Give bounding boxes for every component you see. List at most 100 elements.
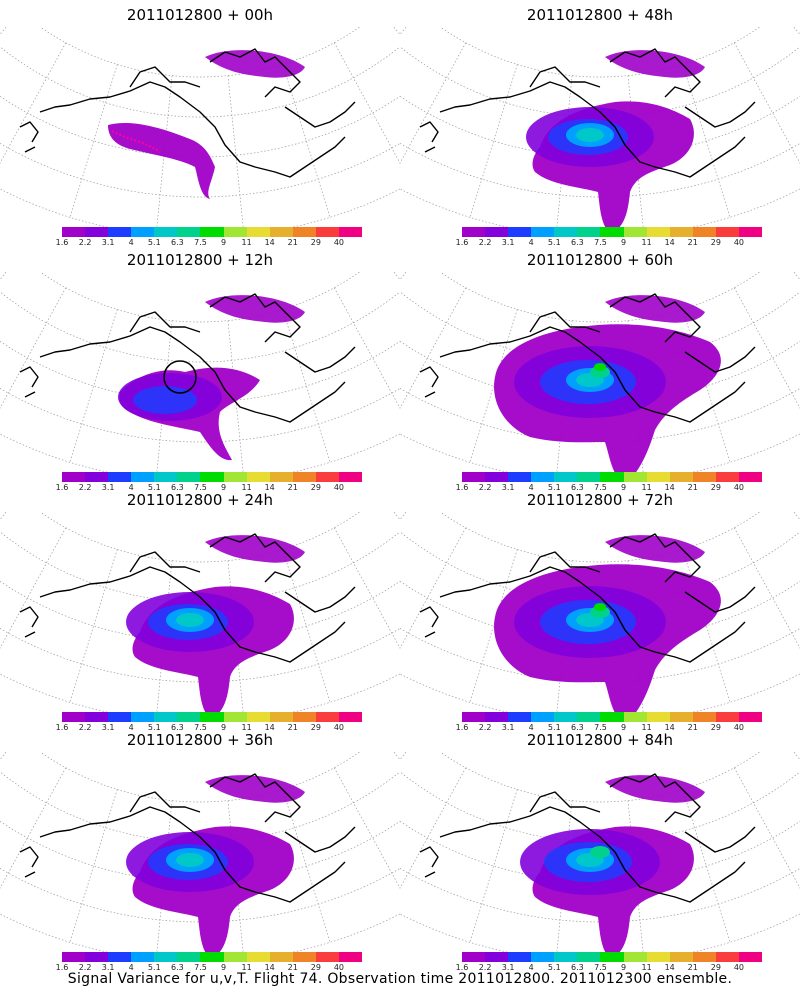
colorbar-tick-label: 9 <box>220 483 227 492</box>
colorbar-swatch <box>85 712 109 722</box>
colorbar-swatch <box>554 227 578 237</box>
colorbar-tick-label: 29 <box>310 238 321 247</box>
colorbar-tick-label: 11 <box>241 483 252 492</box>
colorbar-tick-label: 21 <box>687 963 698 972</box>
colorbar-swatch <box>577 227 601 237</box>
colorbar-tick-label: 7.5 <box>194 723 207 732</box>
colorbar-tick-label: 5.1 <box>147 238 161 247</box>
colorbar-tick-label: 2.2 <box>78 723 92 732</box>
colorbar-tick-label: 3.1 <box>101 238 115 247</box>
colorbar-swatch <box>131 952 155 962</box>
colorbar-tick-label: 5.1 <box>547 963 561 972</box>
colorbar-swatch <box>154 952 178 962</box>
colorbar-swatch <box>623 472 647 482</box>
colorbar-swatch <box>108 712 132 722</box>
colorbar-swatch <box>554 472 578 482</box>
colorbar-tick-label: 9 <box>620 238 627 247</box>
colorbar-tick-label: 7.5 <box>594 483 607 492</box>
colorbar-swatch <box>692 472 716 482</box>
colorbar-swatch <box>177 712 201 722</box>
colorbar-tick-label: 29 <box>710 963 721 972</box>
variance-field <box>118 295 305 461</box>
graticule <box>0 272 400 472</box>
colorbar-swatch <box>508 952 532 962</box>
polar-map <box>0 752 400 952</box>
colorbar-tick-label: 40 <box>733 963 745 972</box>
flight-track <box>111 130 161 153</box>
colorbar-swatch <box>131 227 155 237</box>
colorbar-tick-label: 40 <box>333 238 345 247</box>
colorbar-swatch <box>269 472 293 482</box>
colorbar-swatch <box>738 712 763 722</box>
colorbar-swatch <box>292 472 316 482</box>
forecast-panel-72h: 2011012800 + 72h 1.6 2.2 3.1 4 5.1 6.3 7.5 9 11 14… <box>400 490 800 735</box>
colorbar: 1.6 2.2 3.1 4 5.1 6.3 7.5 9 11 14 21 29 40 <box>456 472 763 496</box>
colorbar: 1.6 2.2 3.1 4 5.1 6.3 7.5 9 11 14 21 29 40 <box>456 712 763 736</box>
colorbar-swatch <box>85 952 109 962</box>
colorbar-tick-label: 5.1 <box>147 483 161 492</box>
colorbar-swatch <box>200 472 224 482</box>
colorbar-tick-label: 21 <box>287 238 298 247</box>
colorbar-swatch <box>600 472 624 482</box>
colorbar-tick-label: 4 <box>528 963 534 972</box>
colorbar-tick-label: 1.6 <box>455 963 469 972</box>
colorbar-swatch <box>738 952 763 962</box>
colorbar-tick-label: 1.6 <box>55 723 69 732</box>
colorbar-swatch <box>315 472 339 482</box>
colorbar-swatch <box>108 952 132 962</box>
colorbar-tick-label: 6.3 <box>571 238 584 247</box>
coastlines <box>419 533 756 663</box>
colorbar-swatch <box>223 712 247 722</box>
colorbar-swatch <box>246 712 270 722</box>
colorbar-tick-label: 3.1 <box>501 723 515 732</box>
colorbar-tick-label: 11 <box>641 483 652 492</box>
colorbar-swatch <box>508 472 532 482</box>
colorbar-tick-label: 2.2 <box>78 483 92 492</box>
colorbar-swatch <box>623 712 647 722</box>
colorbar-tick-label: 3.1 <box>101 723 115 732</box>
colorbar-swatch <box>338 712 363 722</box>
colorbar-tick-label: 40 <box>333 483 345 492</box>
colorbar-tick-label: 6.3 <box>571 723 584 732</box>
colorbar-tick-label: 29 <box>310 483 321 492</box>
colorbar-tick-label: 4 <box>128 723 134 732</box>
colorbar-swatch <box>200 227 224 237</box>
verification-region-circle <box>163 360 197 394</box>
colorbar-swatch <box>669 472 693 482</box>
colorbar-swatch <box>269 712 293 722</box>
colorbar-tick-label: 4 <box>528 238 534 247</box>
coastlines <box>19 533 356 663</box>
colorbar-swatch <box>600 227 624 237</box>
colorbar-swatch <box>338 227 363 237</box>
colorbar-swatch <box>646 952 670 962</box>
colorbar-tick-label: 7.5 <box>194 483 207 492</box>
colorbar-tick-label: 14 <box>664 723 675 732</box>
colorbar-swatch <box>485 227 509 237</box>
colorbar-tick-label: 6.3 <box>171 238 184 247</box>
colorbar-swatch <box>269 952 293 962</box>
colorbar-tick-label: 5.1 <box>547 483 561 492</box>
colorbar-swatch <box>485 952 509 962</box>
colorbar-swatch <box>223 227 247 237</box>
forecast-panel-12h: 2011012800 + 12h 1.6 2.2 3.1 4 5.1 6.3 7.5 9 11 14… <box>0 250 400 495</box>
variance-field <box>520 775 705 952</box>
colorbar-tick-label: 5.1 <box>147 963 161 972</box>
colorbar-tick-label: 40 <box>733 723 745 732</box>
colorbar-swatch <box>692 952 716 962</box>
colorbar-swatch <box>715 712 739 722</box>
forecast-panel-24h: 2011012800 + 24h 1.6 2.2 3.1 4 5.1 6.3 7.5 9 11 14… <box>0 490 400 735</box>
colorbar-tick-label: 5.1 <box>547 238 561 247</box>
colorbar-tick-label: 6.3 <box>571 483 584 492</box>
colorbar-tick-label: 7.5 <box>194 963 207 972</box>
colorbar-tick-label: 40 <box>333 963 345 972</box>
colorbar-swatch <box>577 952 601 962</box>
colorbar-tick-label: 21 <box>287 483 298 492</box>
colorbar-tick-label: 2.2 <box>478 238 492 247</box>
colorbar-tick-label: 6.3 <box>571 963 584 972</box>
colorbar-swatch <box>531 227 555 237</box>
colorbar-swatch <box>600 712 624 722</box>
colorbar-swatch <box>646 227 670 237</box>
colorbar-swatch <box>485 712 509 722</box>
colorbar-tick-label: 11 <box>641 963 652 972</box>
colorbar-swatch <box>669 712 693 722</box>
